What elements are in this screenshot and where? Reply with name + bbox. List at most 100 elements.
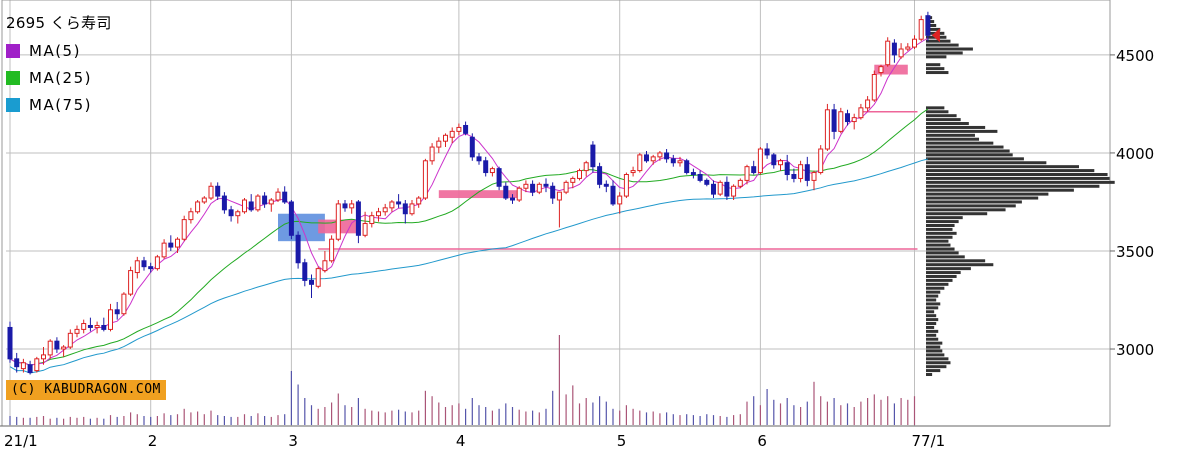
candle-up	[416, 197, 422, 205]
volume-profile-bar	[926, 247, 955, 251]
candle-up	[778, 160, 783, 166]
candle-down	[309, 279, 314, 285]
volume-profile-bar	[926, 290, 941, 294]
candle-up	[905, 46, 911, 50]
volume-profile-bar	[926, 145, 1004, 149]
volume-profile-bar	[926, 333, 937, 337]
volume-profile-bar	[926, 149, 1010, 153]
candle-up	[429, 146, 435, 162]
volume-profile-bar	[926, 118, 961, 122]
candle-up	[34, 358, 40, 372]
candle-down	[114, 309, 120, 315]
legend-label-ma25: MA(25)	[29, 68, 92, 87]
volume-profile-bar	[926, 51, 963, 55]
grid-lines	[6, 0, 1110, 426]
volume-profile-bar	[926, 298, 937, 302]
volume-profile-bar	[926, 294, 939, 298]
candle-up	[188, 211, 194, 221]
candle-down	[831, 109, 837, 132]
volume-profile-bar	[926, 47, 973, 51]
candle-down	[282, 191, 288, 203]
candle-up	[570, 177, 576, 183]
candle-up	[577, 170, 582, 179]
candle-down	[771, 154, 777, 166]
candle-up	[912, 38, 917, 48]
chart-legend: 2695 くら寿司 MA(5) MA(25) MA(75)	[6, 12, 112, 118]
volume-profile-bar	[926, 114, 957, 118]
candle-up	[20, 362, 26, 370]
candle-up	[335, 203, 341, 240]
candle-down	[469, 136, 475, 158]
volume-profile-bar	[926, 43, 959, 47]
candle-up	[737, 179, 743, 187]
candle-up	[516, 187, 522, 201]
candle-up	[128, 270, 134, 295]
candle-down	[476, 156, 482, 162]
candle-up	[523, 183, 529, 189]
candle-down	[664, 152, 670, 160]
candle-up	[268, 199, 274, 205]
candle-down	[724, 181, 730, 197]
candle-down	[751, 166, 757, 174]
volume-profile-bar	[926, 67, 945, 71]
candle-down	[603, 183, 609, 187]
candle-up	[583, 162, 589, 172]
y-tick-label: 3500	[1116, 243, 1154, 261]
candle-down	[510, 197, 515, 201]
volume-profile-bar	[926, 188, 1074, 192]
resistance-zone	[874, 64, 908, 75]
candle-up	[41, 354, 46, 360]
candle-down	[27, 364, 33, 374]
candle-down	[101, 324, 107, 330]
candle-up	[798, 164, 804, 179]
candle-up	[275, 191, 281, 201]
candle-down	[302, 262, 308, 281]
candle-up	[134, 260, 140, 274]
volume-profile-bar	[926, 223, 955, 227]
candle-up	[898, 48, 904, 58]
candle-up	[121, 293, 127, 315]
candle-down	[402, 203, 408, 215]
volume-profile-bar	[926, 125, 986, 129]
candle-down	[891, 42, 897, 56]
candle-up	[315, 268, 321, 287]
candle-down	[14, 358, 20, 368]
candle-down	[550, 185, 556, 199]
volume-profile-bar	[926, 345, 941, 349]
volume-profile-bar	[926, 341, 943, 345]
volume-profile-bar	[926, 231, 957, 235]
candle-up	[422, 160, 428, 199]
x-tick-label: 77/1	[912, 432, 946, 450]
candle-down	[925, 15, 931, 36]
volume-profile-bar	[926, 63, 941, 67]
legend-item-ma75: MA(75)	[6, 91, 112, 118]
candle-down	[704, 179, 710, 185]
volume-profile-bar	[926, 369, 941, 373]
candle-up	[255, 195, 261, 211]
candle-down	[288, 201, 294, 236]
candle-up	[376, 211, 381, 217]
volume-profile-bar	[926, 208, 1006, 212]
candle-up	[449, 130, 455, 138]
candle-up	[47, 340, 53, 356]
volume-profile-bar	[926, 286, 945, 290]
candle-up	[489, 168, 495, 174]
candle-up	[871, 74, 877, 101]
candle-down	[791, 174, 797, 179]
volume-profile-bar	[926, 357, 949, 361]
candle-up	[456, 126, 462, 132]
candle-down	[228, 209, 234, 217]
candle-down	[784, 162, 790, 176]
candle-down	[483, 160, 489, 174]
candle-down	[7, 326, 13, 360]
candle-up	[242, 199, 247, 213]
volume-profile-bar	[926, 282, 949, 286]
volume-profile-bar	[926, 325, 935, 329]
volume-profile-bar	[926, 129, 998, 133]
candle-up	[81, 323, 87, 330]
candle-up	[637, 154, 643, 172]
candle-up	[617, 195, 623, 205]
candle-up	[61, 346, 67, 350]
candle-down	[54, 340, 60, 350]
volume-profile-bar	[926, 278, 953, 282]
